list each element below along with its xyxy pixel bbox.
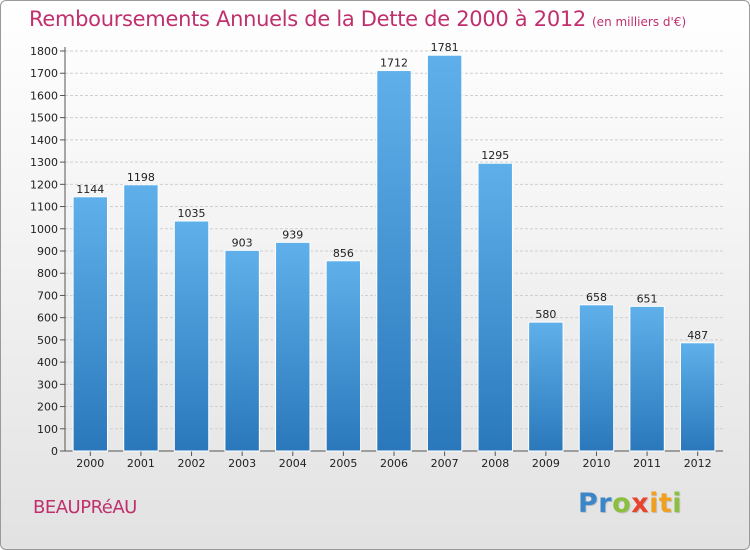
data-label: 939	[282, 228, 303, 241]
data-label: 903	[232, 236, 253, 249]
bar	[173, 220, 210, 452]
y-tick-label: 100	[37, 423, 58, 436]
bar	[275, 241, 311, 452]
bar	[123, 184, 159, 452]
x-tick-label: 2008	[481, 457, 509, 470]
y-tick-label: 1300	[30, 156, 58, 169]
logo-letter: x	[631, 488, 650, 519]
x-tick-label: 2007	[431, 457, 459, 470]
bar	[477, 162, 513, 452]
axes: 0 100 200 300 400 500 600 700 800 900 1000 1100 1200…	[30, 45, 723, 470]
data-label: 856	[333, 247, 354, 260]
y-tick-label: 1200	[30, 178, 58, 191]
bar	[72, 196, 109, 452]
y-tick-label: 1700	[30, 67, 58, 80]
chart-title-text: Remboursements Annuels de la Dette de 20…	[29, 7, 586, 31]
chart-title: Remboursements Annuels de la Dette de 20…	[29, 7, 686, 31]
data-label: 1035	[178, 207, 206, 220]
logo-letter: i	[672, 488, 683, 519]
proxiti-logo: Proxiti	[578, 488, 682, 519]
y-tick-label: 1600	[30, 89, 58, 102]
bar	[325, 260, 362, 452]
data-label: 580	[535, 308, 556, 321]
data-label: 1198	[127, 171, 155, 184]
x-tick-label: 2006	[380, 457, 408, 470]
x-tick-label: 2005	[329, 457, 357, 470]
y-tick-label: 1400	[30, 134, 58, 147]
y-tick-label: 1800	[30, 45, 58, 58]
x-tick-label: 2000	[76, 457, 104, 470]
data-label: 651	[637, 292, 658, 305]
x-tick-label: 2004	[279, 457, 307, 470]
y-tick-label: 300	[37, 378, 58, 391]
bar	[224, 249, 260, 452]
y-tick-label: 1000	[30, 223, 58, 236]
bars	[72, 54, 716, 452]
y-tick-label: 800	[37, 267, 58, 280]
chart-subtitle: (en milliers d'€)	[592, 15, 687, 29]
y-tick-label: 400	[37, 356, 58, 369]
y-tick-label: 200	[37, 401, 58, 414]
data-label: 1144	[76, 183, 104, 196]
bar	[629, 305, 665, 452]
logo-letter: t	[658, 488, 673, 519]
data-label: 1712	[380, 57, 408, 70]
commune-name: BEAUPRéAU	[33, 497, 137, 518]
x-tick-label: 2011	[633, 457, 661, 470]
bar	[679, 342, 716, 452]
data-label: 487	[687, 329, 708, 342]
bar	[426, 54, 463, 452]
logo-letter: i	[649, 488, 659, 519]
data-label: 1781	[431, 41, 459, 54]
y-tick-label: 1500	[30, 112, 58, 125]
x-tick-label: 2010	[582, 457, 610, 470]
logo-letter: o	[612, 488, 632, 519]
y-tick-label: 0	[51, 445, 58, 458]
y-tick-label: 600	[37, 312, 58, 325]
data-label: 1295	[481, 149, 509, 162]
x-tick-label: 2002	[178, 457, 206, 470]
bar	[528, 321, 564, 452]
bar	[578, 304, 615, 452]
logo-letter: P	[578, 488, 599, 519]
y-tick-label: 900	[37, 245, 58, 258]
x-tick-label: 2009	[532, 457, 560, 470]
y-tick-label: 700	[37, 289, 58, 302]
y-tick-label: 1100	[30, 201, 58, 214]
y-tick-label: 500	[37, 334, 58, 347]
bar	[376, 70, 412, 452]
x-tick-label: 2001	[127, 457, 155, 470]
logo-letter: r	[598, 488, 613, 519]
data-labels: 1144 1198 1035 903 939 856 1712 1781 1295 580 658 6…	[76, 41, 708, 342]
data-label: 658	[586, 291, 607, 304]
x-tick-label: 2012	[684, 457, 712, 470]
x-tick-label: 2003	[228, 457, 256, 470]
